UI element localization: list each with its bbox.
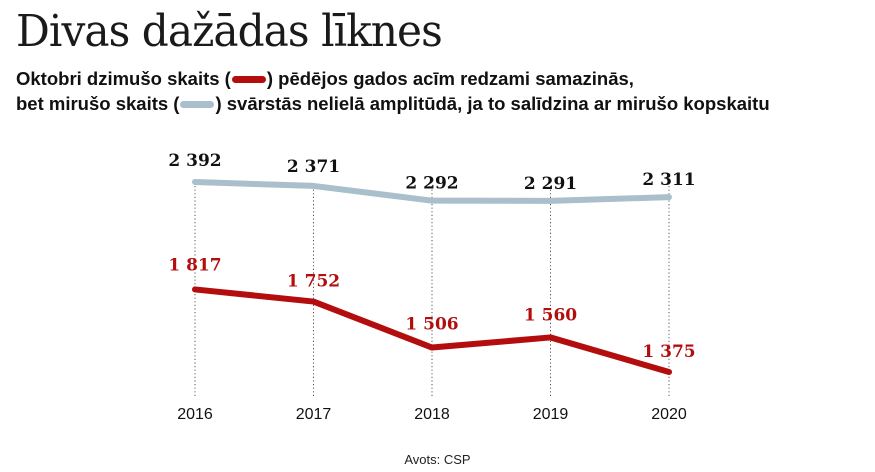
- subtitle-line-2: bet mirušo skaits ( ) svārstās nelielā am…: [16, 91, 875, 116]
- subtitle-line-1-before: Oktobri dzimušo skaits (: [16, 68, 231, 89]
- subtitle-line-1-after: ) pēdējos gados acīm redzami samazinās,: [266, 68, 634, 89]
- deaths-label-2017: 2 371: [287, 157, 340, 177]
- births-label-2017: 1 752: [287, 272, 340, 292]
- x-tick-2018: 2018: [414, 406, 450, 423]
- chart-title: Divas dažādas līknes: [16, 6, 443, 57]
- deaths-legend-swatch: [180, 100, 215, 108]
- x-tick-2020: 2020: [651, 406, 687, 423]
- births-legend-swatch: [231, 75, 266, 83]
- x-tick-2017: 2017: [296, 406, 332, 423]
- x-axis-ticks: 2016 2017 2018 2019 2020: [177, 406, 687, 423]
- deaths-label-2019: 2 291: [524, 174, 577, 194]
- x-tick-2016: 2016: [177, 406, 213, 423]
- subtitle-line-2-after: ) svārstās nelielā amplitūdā, ja to salī…: [215, 93, 770, 114]
- grid-lines: [194, 186, 670, 396]
- x-tick-2019: 2019: [533, 406, 569, 423]
- deaths-label-2018: 2 292: [405, 174, 458, 194]
- source-note: Avots: CSP: [404, 452, 471, 467]
- births-label-2018: 1 506: [405, 315, 458, 335]
- births-label-2020: 1 375: [642, 342, 695, 362]
- subtitle-line-2-before: bet mirušo skaits (: [16, 93, 180, 114]
- chart-subtitle: Oktobri dzimušo skaits ( ) pēdējos gados …: [16, 66, 875, 116]
- series-lines: [192, 179, 672, 375]
- births-label-2019: 1 560: [524, 305, 577, 325]
- subtitle-line-1: Oktobri dzimušo skaits ( ) pēdējos gados …: [16, 66, 875, 91]
- data-labels: 2 392 2 371 2 292 2 291 2 311 1 817 1 752 1 506…: [168, 151, 695, 362]
- births-label-2016: 1 817: [168, 255, 221, 275]
- deaths-label-2016: 2 392: [168, 151, 221, 171]
- deaths-label-2020: 2 311: [642, 170, 695, 190]
